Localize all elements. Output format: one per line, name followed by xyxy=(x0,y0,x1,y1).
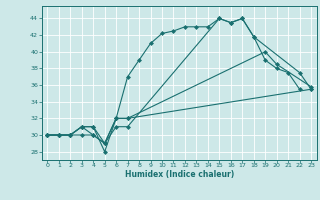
X-axis label: Humidex (Indice chaleur): Humidex (Indice chaleur) xyxy=(124,170,234,179)
